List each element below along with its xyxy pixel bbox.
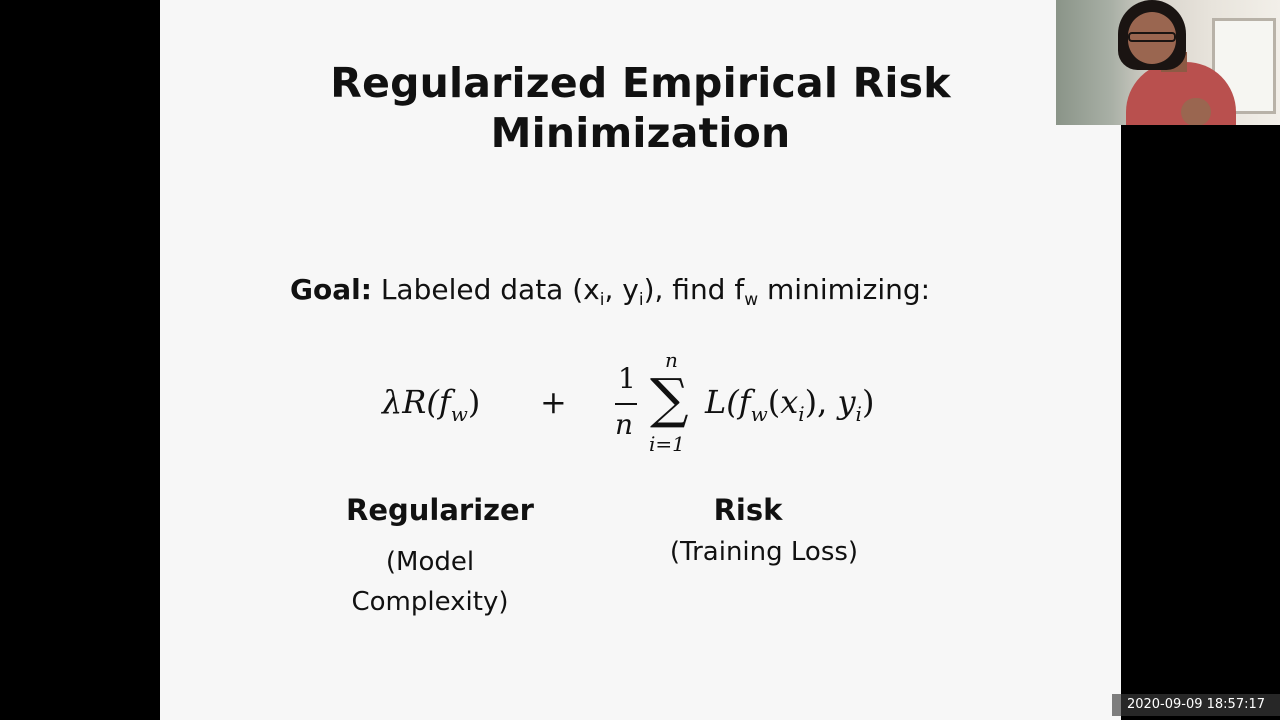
webcam-video-thumbnail[interactable]	[1056, 0, 1280, 125]
formula-symbol: f	[738, 383, 751, 421]
formula-symbol: )	[467, 383, 481, 421]
formula-symbol: y	[837, 383, 856, 421]
formula-symbol: )	[861, 383, 875, 421]
formula-symbol: ),	[804, 383, 838, 421]
formula-symbol: n	[615, 408, 634, 441]
formula-subscript: w	[450, 402, 468, 426]
risk-description: (Training Loss)	[669, 537, 859, 567]
goal-subscript: i	[599, 290, 605, 310]
regularizer-label: Regularizer	[345, 493, 534, 527]
webcam-person-glasses	[1128, 32, 1176, 42]
formula-loss-term: L(fw(xi), yi)	[705, 383, 875, 426]
formula-subscript: i	[798, 402, 805, 426]
goal-text: ), find f	[643, 273, 745, 306]
goal-text: minimizing:	[758, 273, 931, 306]
formula-sum-lower-limit: i=1	[649, 432, 685, 456]
slide-title-line-2: Minimization	[490, 109, 791, 157]
formula-fraction-bar	[615, 403, 637, 405]
formula-fraction-numerator: 1	[618, 362, 636, 395]
regularizer-description-line: (Model	[385, 547, 475, 577]
webcam-person-hand	[1181, 98, 1211, 125]
formula-sum-sign: ∑	[650, 367, 689, 430]
risk-label: Risk	[713, 493, 783, 527]
goal-statement: Goal: Labeled data (xi, yi), find fw min…	[290, 270, 930, 314]
formula-subscript: w	[750, 402, 768, 426]
presentation-slide: Regularized Empirical Risk Minimization …	[160, 0, 1121, 720]
formula-subscript: i	[855, 402, 862, 426]
formula-symbol: λR(	[382, 383, 439, 421]
formula-symbol: i=1	[649, 432, 685, 456]
goal-label: Goal:	[290, 273, 372, 306]
formula-symbol: L(	[705, 383, 739, 421]
formula-regularizer-term: λR(fw)	[382, 383, 481, 426]
regularizer-description: (Model Complexity)	[330, 542, 530, 622]
recording-timestamp: 2020-09-09 18:57:17	[1112, 694, 1280, 716]
formula-symbol: f	[438, 383, 451, 421]
formula-sum-upper-limit: n	[665, 348, 678, 372]
goal-text: , y	[604, 273, 639, 306]
goal-text: Labeled data (x	[371, 273, 600, 306]
slide-title-line-1: Regularized Empirical Risk	[330, 59, 951, 107]
formula-symbol: n	[665, 348, 678, 372]
formula-symbol: x	[780, 383, 799, 421]
formula-plus: +	[540, 383, 567, 421]
formula-symbol: (	[767, 383, 781, 421]
regularizer-description-line: Complexity)	[351, 587, 509, 617]
goal-subscript: w	[744, 290, 759, 310]
formula-fraction-denominator: n	[615, 408, 633, 441]
webcam-person-face	[1128, 12, 1176, 64]
goal-subscript: i	[638, 290, 644, 310]
